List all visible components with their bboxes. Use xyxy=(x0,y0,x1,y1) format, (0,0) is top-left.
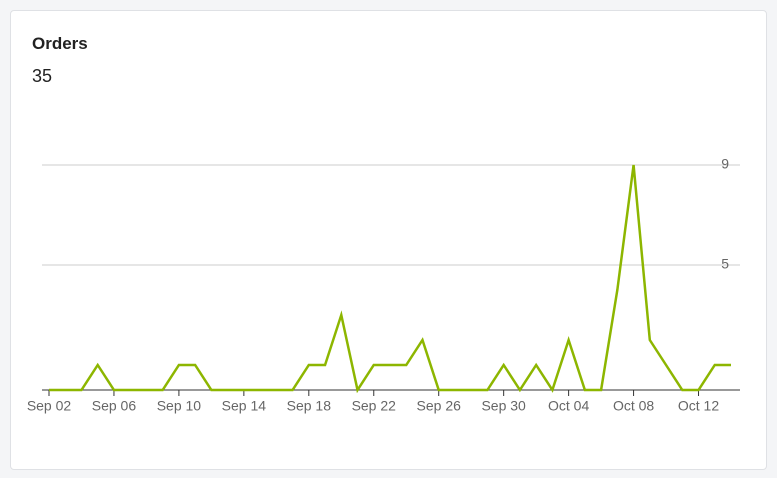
x-tick-label: Sep 22 xyxy=(352,398,397,414)
x-tick-label: Sep 06 xyxy=(92,398,137,414)
x-tick-label: Sep 10 xyxy=(157,398,202,414)
x-tick-label: Sep 30 xyxy=(481,398,526,414)
y-tick-label: 5 xyxy=(721,256,729,272)
x-tick-label: Oct 12 xyxy=(678,398,719,414)
x-tick-label: Sep 14 xyxy=(222,398,267,414)
x-tick-label: Oct 08 xyxy=(613,398,654,414)
card-total: 35 xyxy=(32,66,53,86)
x-tick-label: Sep 26 xyxy=(417,398,462,414)
x-tick-label: Sep 18 xyxy=(287,398,332,414)
line xyxy=(49,164,731,394)
y-tick-label: 9 xyxy=(721,156,729,172)
card-title: Orders xyxy=(32,34,88,53)
x-tick-label: Sep 02 xyxy=(27,398,72,414)
x-tick-label: Oct 04 xyxy=(548,398,589,414)
